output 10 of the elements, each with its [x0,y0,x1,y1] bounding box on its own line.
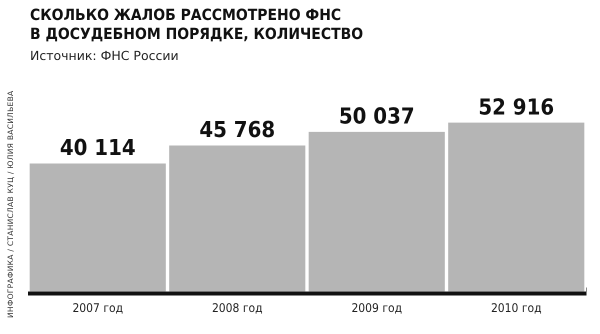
data-label: 52 916 [478,95,554,120]
data-label: 45 768 [199,118,276,144]
x-tick-label: 2010 год [490,300,542,315]
chart-subtitle: Источник: ФНС России [30,48,179,63]
x-tick-label: 2008 год [212,300,263,315]
x-tick-label: 2007 год [72,300,124,315]
chart-title: СКОЛЬКО ЖАЛОБ РАССМОТРЕНО ФНС В ДОСУДЕБНОМ ПОРЯДКЕ, КОЛИЧЕСТВО [30,6,364,44]
data-label: 50 037 [338,104,415,130]
x-tick-label: 2009 год [351,300,402,315]
data-label: 40 114 [60,136,136,162]
